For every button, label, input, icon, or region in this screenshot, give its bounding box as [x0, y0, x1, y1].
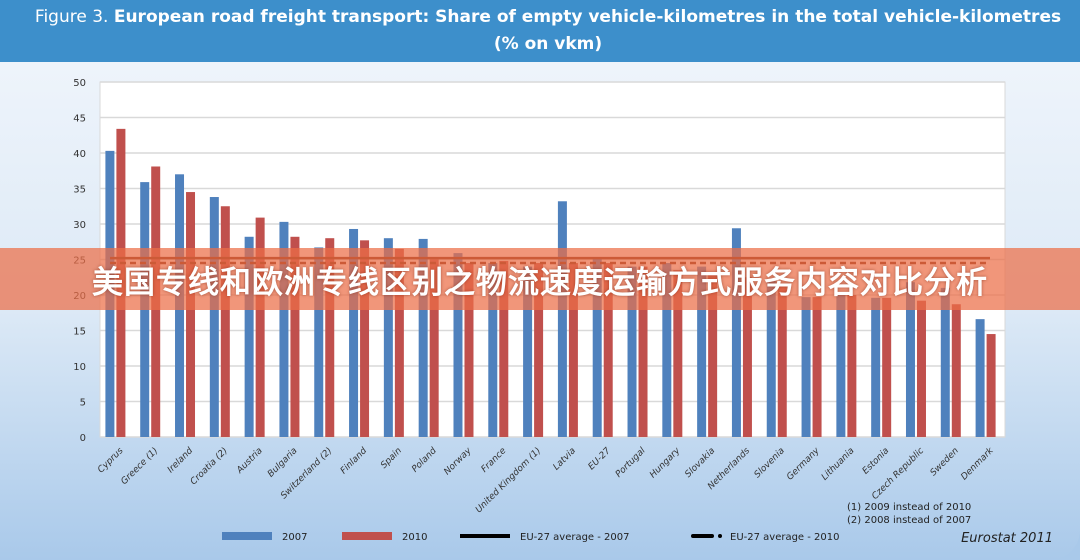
bar-2007: [662, 263, 672, 437]
title-text: European road freight transport: Share o…: [113, 7, 1062, 54]
bar-2010: [534, 263, 544, 437]
y-tick-label: 15: [73, 327, 86, 338]
y-tick-label: 30: [73, 220, 86, 231]
x-tick-label: United Kingdom (1): [474, 446, 543, 515]
x-tick-label: Portugal: [614, 446, 648, 480]
y-tick-label: 5: [80, 398, 86, 409]
x-tick-label: Norway: [442, 446, 474, 478]
bar-2010: [186, 192, 196, 437]
bar-2010: [290, 236, 300, 437]
x-tick-label: Bulgaria: [266, 446, 299, 479]
bar-2007: [627, 266, 637, 437]
bar-2010: [220, 206, 230, 437]
bar-2007: [871, 297, 881, 437]
bar-2007: [488, 263, 498, 437]
y-tick-label: 0: [80, 433, 86, 444]
bar-2007: [244, 236, 254, 437]
bar-2007: [557, 201, 567, 437]
x-tick-label: Spain: [379, 446, 404, 471]
bar-2007: [383, 238, 393, 437]
bar-2010: [499, 260, 509, 437]
bar-2010: [673, 270, 683, 437]
y-tick-label: 45: [73, 114, 86, 125]
bar-2010: [325, 238, 335, 437]
bar-2007: [975, 319, 985, 437]
bar-2010: [951, 304, 961, 437]
bar-2010: [568, 263, 578, 437]
x-tick-label: Slovakia: [683, 446, 717, 480]
figure-number: Figure 3.: [34, 7, 109, 27]
y-tick-label: 40: [73, 149, 86, 160]
y-tick-label: 10: [73, 362, 86, 373]
bar-2007: [801, 297, 811, 437]
x-tick-label: Hungary: [648, 446, 683, 481]
bar-2007: [836, 295, 846, 437]
bar-2010: [847, 295, 857, 437]
legend-dot: [718, 534, 722, 538]
bar-2007: [209, 197, 219, 437]
y-tick-label: 50: [73, 78, 86, 89]
footnote: (2) 2008 instead of 2007: [847, 515, 971, 526]
y-tick-label: 35: [73, 185, 86, 196]
legend-label: 2010: [402, 532, 427, 543]
bar-2007: [418, 238, 428, 437]
chart-title: Figure 3. European road freight transpor…: [28, 4, 1068, 58]
bar-2010: [464, 263, 474, 437]
bar-2010: [429, 259, 439, 437]
banner-text: 美国专线和欧洲专线区别之物流速度运输方式服务内容对比分析: [92, 264, 988, 301]
bar-2007: [905, 282, 915, 437]
x-tick-label: EU-27: [587, 446, 613, 472]
bar-2007: [731, 228, 741, 437]
bar-2010: [916, 300, 926, 437]
legend-swatch-2010: [342, 532, 392, 540]
x-tick-label: Cyprus: [96, 446, 126, 476]
legend-label: EU-27 average - 2007: [520, 532, 630, 543]
x-tick-label: Greece (1): [119, 446, 160, 487]
bar-2007: [523, 266, 533, 437]
source-label: Eurostat 2011: [961, 531, 1053, 546]
x-tick-label: Germany: [785, 446, 822, 483]
legend-swatch-2007: [222, 532, 272, 540]
bar-2007: [940, 287, 950, 437]
x-tick-label: Ireland: [166, 446, 195, 475]
x-tick-label: Lithuania: [820, 446, 857, 483]
bar-2010: [360, 240, 370, 437]
bar-2010: [812, 297, 822, 437]
x-tick-label: France: [480, 446, 509, 475]
overlay-banner: 美国专线和欧洲专线区别之物流速度运输方式服务内容对比分析: [0, 248, 1080, 310]
x-tick-label: Austria: [234, 446, 264, 476]
bar-2010: [986, 334, 996, 437]
bar-2010: [777, 284, 787, 437]
bar-2010: [708, 273, 718, 437]
bar-2007: [314, 247, 324, 437]
bar-2007: [453, 253, 463, 437]
x-tick-label: Sweden: [929, 446, 961, 478]
bar-2010: [603, 263, 613, 437]
legend-label: EU-27 average - 2010: [730, 532, 840, 543]
x-tick-label: Estonia: [861, 446, 892, 477]
x-tick-label: Finland: [339, 446, 369, 476]
x-tick-label: Poland: [410, 446, 439, 475]
bar-2010: [638, 266, 648, 437]
legend-label: 2007: [282, 532, 307, 543]
bar-2010: [882, 297, 892, 437]
x-tick-label: Latvia: [552, 446, 578, 472]
bar-2007: [766, 280, 776, 437]
bar-2007: [279, 221, 289, 437]
bar-2010: [742, 277, 752, 437]
bar-2010: [255, 217, 265, 437]
x-tick-label: Croatia (2): [189, 446, 230, 487]
footnote: (1) 2009 instead of 2010: [847, 502, 971, 513]
bar-2010: [394, 248, 404, 437]
figure-header: Figure 3. European road freight transpor…: [0, 0, 1080, 62]
bar-2007: [592, 258, 602, 437]
x-tick-label: Denmark: [959, 445, 996, 482]
bar-2007: [349, 228, 359, 437]
bar-2007: [697, 266, 707, 437]
x-tick-label: Slovenia: [753, 446, 787, 480]
